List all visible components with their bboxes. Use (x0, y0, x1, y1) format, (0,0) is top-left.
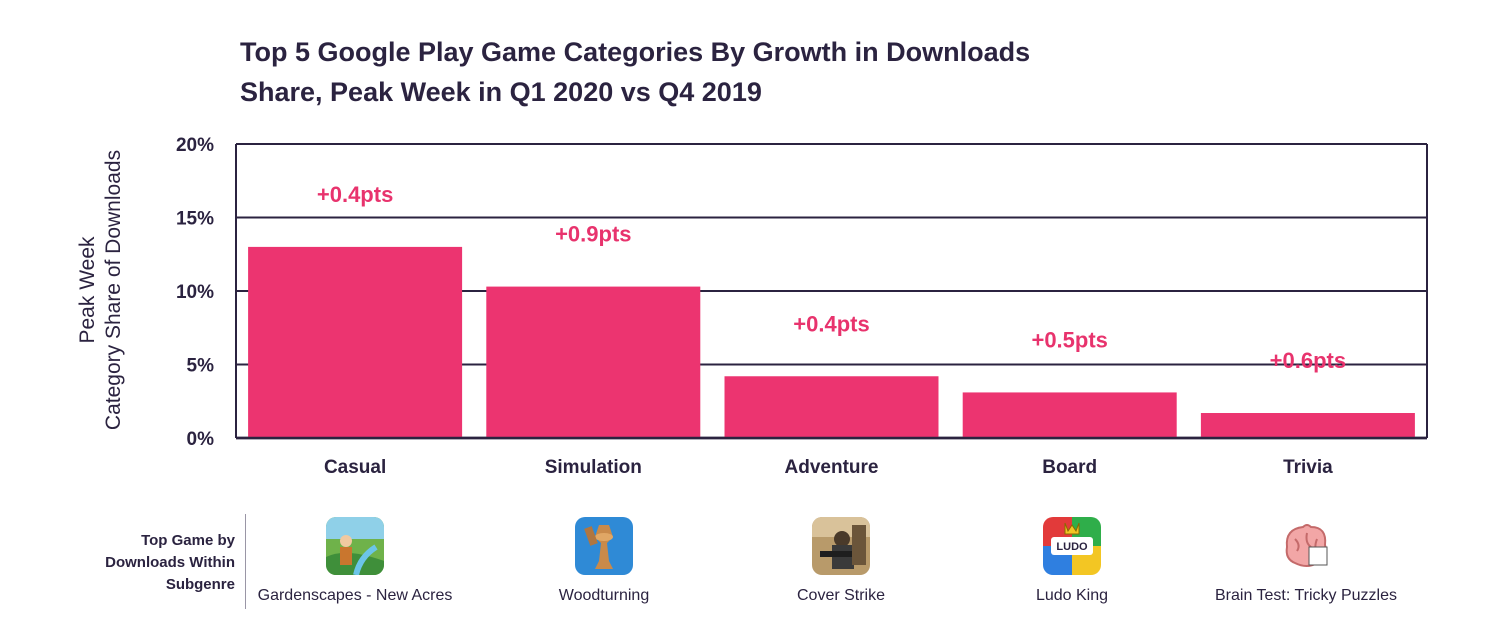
y-tick-label: 10% (176, 282, 214, 303)
y-tick-label: 20% (176, 135, 214, 156)
ludo-king-icon: LUDO (1043, 517, 1101, 575)
title-line-2: Share, Peak Week in Q1 2020 vs Q4 2019 (240, 77, 762, 107)
games-row-label: Top Game by Downloads Within Subgenre (105, 532, 235, 593)
game-item: Woodturning (485, 517, 723, 605)
game-name: Brain Test: Tricky Puzzles (1215, 587, 1397, 604)
bar-annotation: +0.9pts (555, 222, 631, 247)
x-tick-label: Adventure (785, 457, 879, 478)
chart-title: Top 5 Google Play Game Categories By Gro… (240, 32, 1140, 112)
game-name: Ludo King (1035, 587, 1109, 604)
bar-annotation: +0.4pts (317, 182, 393, 207)
bar-annotation: +0.5pts (1031, 327, 1107, 352)
game-name: Cover Strike (796, 587, 886, 604)
gardenscapes-icon (326, 517, 384, 575)
game-item: LUDO Ludo King (953, 517, 1191, 605)
x-tick-label: Casual (324, 457, 386, 478)
y-tick-label: 15% (176, 209, 214, 230)
bar (1200, 413, 1415, 438)
bar (486, 286, 701, 438)
game-item: Cover Strike (722, 517, 960, 605)
title-line-1: Top 5 Google Play Game Categories By Gro… (240, 37, 1031, 67)
bar (724, 376, 939, 438)
cover-strike-icon (812, 517, 870, 575)
y-tick-label: 5% (187, 356, 215, 377)
game-item: Gardenscapes - New Acres (236, 517, 474, 605)
game-item: Brain Test: Tricky Puzzles (1187, 517, 1425, 605)
brain-test-icon (1277, 517, 1335, 575)
games-divider (245, 514, 246, 609)
bar-annotation: +0.4pts (793, 311, 869, 336)
x-tick-label: Trivia (1283, 457, 1333, 478)
x-tick-label: Simulation (545, 457, 642, 478)
woodturning-icon (575, 517, 633, 575)
bar (962, 392, 1177, 438)
bar-chart: 0% 5% 10% 15% 20% +0.4pts Casual +0.9pts Simulat… (176, 135, 1428, 478)
bar (248, 246, 463, 438)
x-tick-label: Board (1042, 457, 1097, 478)
bar-annotation: +0.6pts (1270, 348, 1346, 373)
y-tick-label: 0% (187, 429, 215, 450)
game-name: Gardenscapes - New Acres (257, 587, 453, 604)
game-name: Woodturning (558, 587, 650, 604)
svg-text:LUDO: LUDO (1056, 541, 1088, 553)
